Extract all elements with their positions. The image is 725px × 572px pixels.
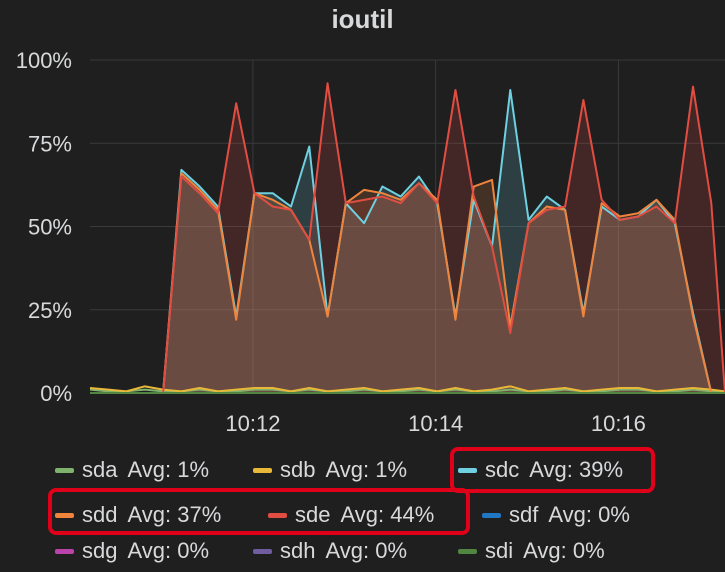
legend-item-sdd[interactable]: sdd Avg: 37% (55, 500, 221, 530)
series-line-sdb (89, 385, 725, 393)
y-tick-label: 50% (28, 215, 72, 240)
legend-series-avg: Avg: 37% (127, 502, 222, 527)
series-line-sde (90, 82, 725, 394)
legend-swatch (253, 467, 272, 473)
series-area-sdc (90, 89, 725, 393)
legend-series-name: sdh (280, 538, 316, 563)
x-tick-label: 10:12 (225, 411, 280, 436)
legend-series-avg: Avg: 1% (127, 457, 210, 482)
y-tick-label: 25% (28, 298, 72, 323)
legend-swatch (482, 512, 501, 518)
legend-series-avg: Avg: 0% (548, 502, 630, 527)
legend-series-avg: Avg: 39% (529, 457, 624, 482)
legend-series-avg: Avg: 0% (325, 538, 408, 563)
ioutil-chart: 0% 25% 50% 75% 100% 10:12 10:14 10:16 (16, 48, 725, 436)
legend-series-name: sda (82, 457, 118, 482)
legend-swatch (268, 512, 287, 518)
legend-series-name: sdc (485, 457, 520, 482)
legend-highlight-box (450, 447, 655, 493)
legend-item-sdg[interactable]: sdg Avg: 0% (55, 536, 209, 566)
series-line-sdd (90, 172, 725, 394)
legend-series-avg: Avg: 0% (127, 538, 210, 563)
legend-row: sda Avg: 1% sdb Avg: 1% sdc Avg: 39% (0, 455, 725, 485)
legend-row: sdd Avg: 37% sde Avg: 44% sdf Avg: 0% (0, 500, 725, 530)
legend-series-name: sdd (82, 502, 118, 527)
legend-swatch (253, 548, 272, 554)
legend-item-sde[interactable]: sde Avg: 44% (268, 500, 434, 530)
legend-highlight-box (48, 488, 470, 535)
legend-swatch (55, 467, 74, 473)
legend-item-sdc[interactable]: sdc Avg: 39% (458, 455, 623, 485)
legend-item-sdf[interactable]: sdf Avg: 0% (482, 500, 630, 530)
legend-series-name: sdg (82, 538, 118, 563)
series-line-sda (89, 388, 725, 393)
panel-title[interactable]: ioutil (331, 4, 394, 34)
legend-swatch (55, 548, 74, 554)
legend-row: sdg Avg: 0% sdh Avg: 0% sdi Avg: 0% (0, 536, 725, 566)
legend-series-avg: Avg: 44% (340, 502, 435, 527)
legend-series-name: sdf (509, 502, 539, 527)
x-tick-label: 10:14 (408, 411, 463, 436)
series-area-sdd (90, 173, 725, 393)
y-tick-label: 75% (28, 131, 72, 156)
legend-series-name: sde (295, 502, 331, 527)
legend-item-sdh[interactable]: sdh Avg: 0% (253, 536, 407, 566)
legend-swatch (55, 512, 74, 518)
legend-swatch (458, 467, 477, 473)
legend-series-name: sdi (485, 538, 514, 563)
legend-series-avg: Avg: 1% (325, 457, 408, 482)
x-tick-label: 10:16 (591, 411, 646, 436)
legend-series-avg: Avg: 0% (523, 538, 605, 563)
legend-swatch (458, 548, 477, 554)
series-area-sde (90, 83, 725, 393)
legend-item-sdi[interactable]: sdi Avg: 0% (458, 536, 605, 566)
legend-item-sdb[interactable]: sdb Avg: 1% (253, 455, 407, 485)
y-tick-label: 0% (40, 381, 72, 406)
legend-series-name: sdb (280, 457, 316, 482)
y-tick-label: 100% (16, 48, 72, 73)
legend-item-sda[interactable]: sda Avg: 1% (55, 455, 209, 485)
